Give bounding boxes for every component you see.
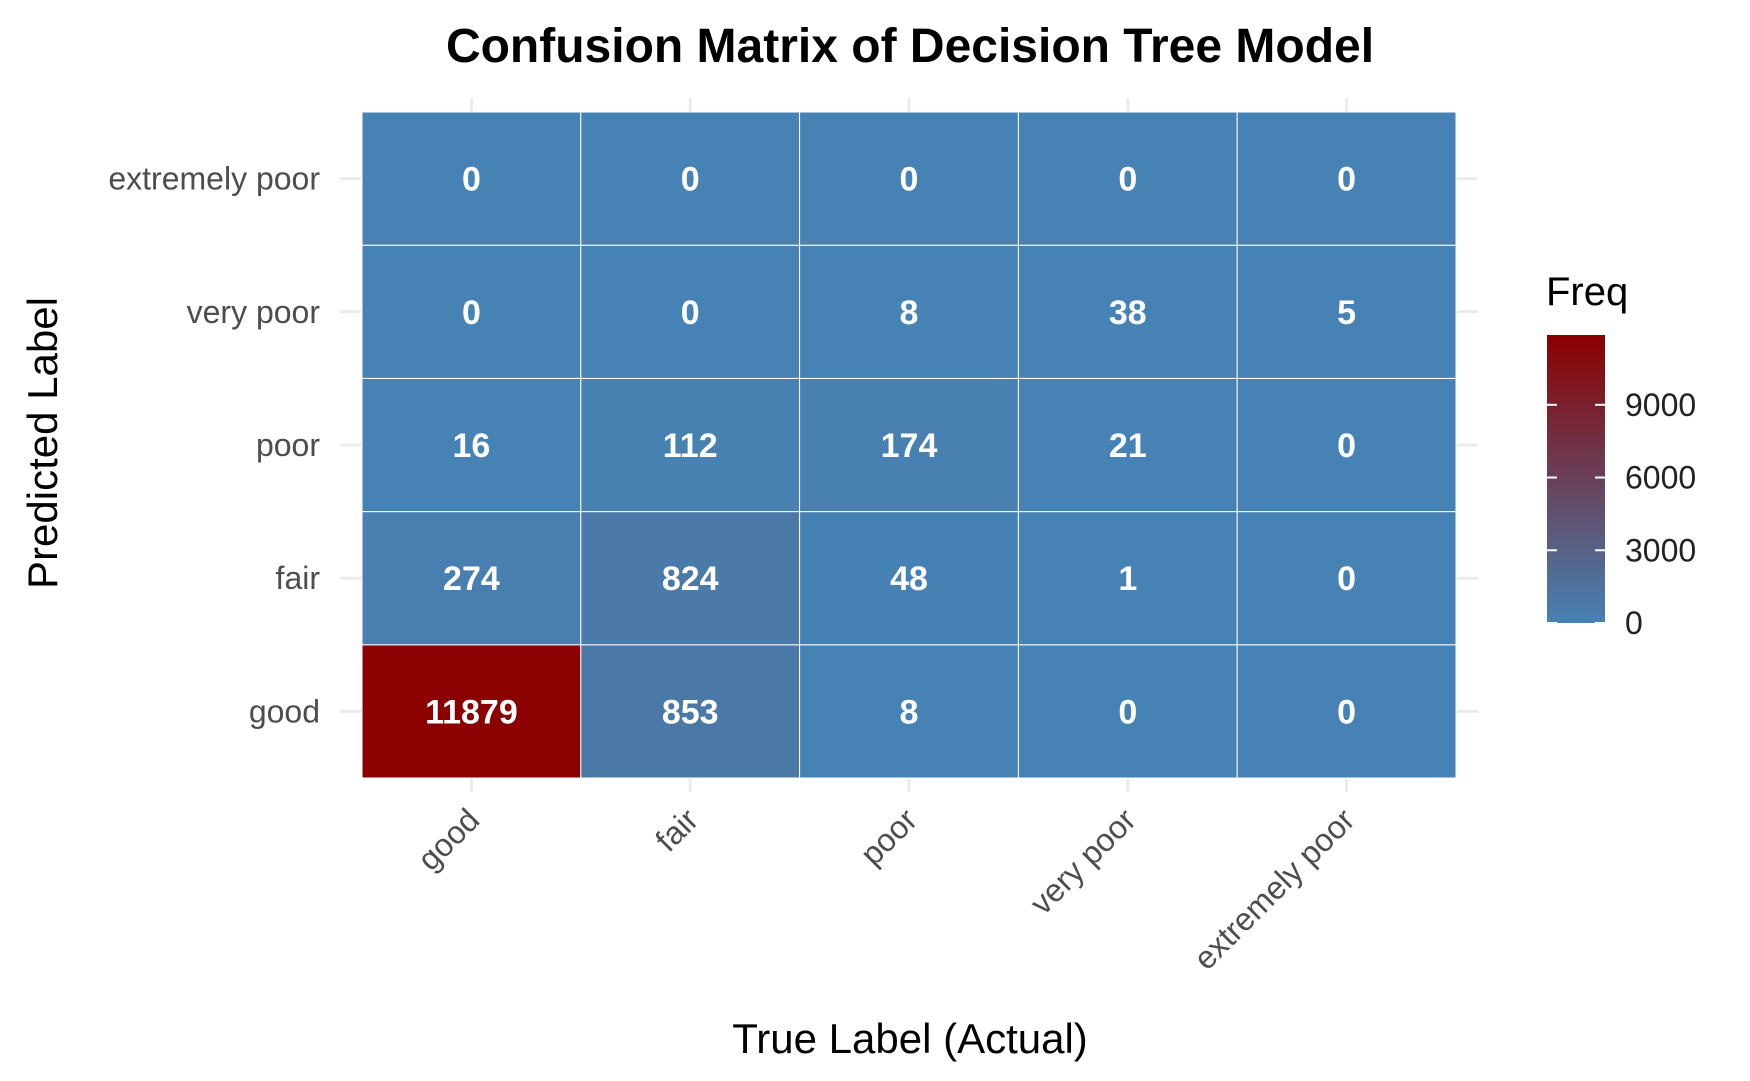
y-tick-label: very poor: [187, 294, 321, 330]
heatmap-cell: [1017, 111, 1238, 246]
heatmap-cell: [580, 377, 801, 513]
legend-tick-label: 6000: [1625, 460, 1696, 496]
y-tick-label: fair: [276, 560, 321, 596]
heatmap-cell: [580, 511, 801, 646]
heatmap-cells: 11879 853 8 0 0 274 824 48 1 0 16 112 174 21 0 0 0 8 38 5 0 0…: [361, 111, 1457, 779]
x-tick-label: very poor: [1023, 801, 1143, 921]
legend-colorbar: [1547, 335, 1605, 623]
y-tick-label: good: [249, 693, 320, 729]
cell-value-label: 0: [462, 161, 481, 199]
cell-value-label: 0: [1337, 560, 1356, 598]
y-tick-label: poor: [256, 427, 320, 463]
heatmap-cell: [580, 244, 801, 379]
cell-value-label: 0: [1337, 427, 1356, 465]
x-tick-label: good: [411, 801, 487, 877]
heatmap-cell: [799, 111, 1019, 246]
heatmap-cell: [1017, 644, 1238, 779]
x-tick-label: extremely poor: [1186, 801, 1361, 976]
cell-value-label: 21: [1109, 427, 1147, 465]
cell-value-label: 0: [462, 294, 481, 332]
x-tick-label: poor: [853, 801, 924, 872]
heatmap-cell: [580, 644, 801, 779]
heatmap-cell: [799, 511, 1019, 646]
cell-value-label: 38: [1109, 294, 1147, 332]
heatmap-cell: [799, 377, 1019, 513]
cell-value-label: 0: [1337, 693, 1356, 731]
heatmap-cell: [1236, 644, 1457, 779]
cell-value-label: 8: [900, 693, 919, 731]
x-axis-title: True Label (Actual): [732, 1015, 1088, 1062]
heatmap-cell: [361, 377, 582, 513]
x-tick-label: fair: [648, 801, 705, 858]
cell-value-label: 16: [452, 427, 490, 465]
y-tick-label: extremely poor: [108, 161, 320, 197]
heatmap-cell: [1236, 111, 1457, 246]
cell-value-label: 0: [681, 161, 700, 199]
cell-value-label: 853: [662, 693, 719, 731]
heatmap-cell: [580, 111, 801, 246]
cell-value-label: 0: [1118, 161, 1137, 199]
heatmap-cell: [361, 244, 582, 379]
heatmap-cell: [1017, 244, 1238, 379]
heatmap-cell: [799, 244, 1019, 379]
heatmap-cell: [1236, 244, 1457, 379]
cell-value-label: 0: [900, 161, 919, 199]
legend-tick-label: 9000: [1625, 387, 1696, 423]
cell-value-label: 48: [890, 560, 928, 598]
cell-value-label: 5: [1337, 294, 1356, 332]
heatmap-cell: [1017, 511, 1238, 646]
x-axis-ticks: good fair poor very poor extremely poor: [411, 801, 1362, 976]
cell-value-label: 8: [900, 294, 919, 332]
y-axis-ticks: good fair poor very poor extremely poor: [108, 161, 320, 730]
legend-tick-label: 0: [1625, 605, 1643, 641]
cell-value-label: 174: [881, 427, 938, 465]
cell-value-label: 112: [663, 427, 718, 465]
cell-value-label: 0: [1118, 693, 1137, 731]
heatmap-cell: [361, 511, 582, 646]
heatmap-cell: [799, 644, 1019, 779]
legend-tick-label: 3000: [1625, 532, 1696, 568]
color-legend: Freq 0 3000 6000 9000: [1546, 270, 1696, 641]
y-axis-title: Predicted Label: [19, 297, 66, 589]
cell-value-label: 824: [662, 560, 719, 598]
cell-value-label: 274: [443, 560, 500, 598]
cell-value-label: 0: [681, 294, 700, 332]
cell-value-label: 1: [1118, 560, 1137, 598]
heatmap-cell: [1236, 511, 1457, 646]
chart-title: Confusion Matrix of Decision Tree Model: [446, 20, 1374, 73]
heatmap-cell: [361, 111, 582, 246]
cell-value-label: 0: [1337, 161, 1356, 199]
cell-value-label: 11879: [425, 693, 518, 731]
legend-title: Freq: [1546, 270, 1628, 314]
